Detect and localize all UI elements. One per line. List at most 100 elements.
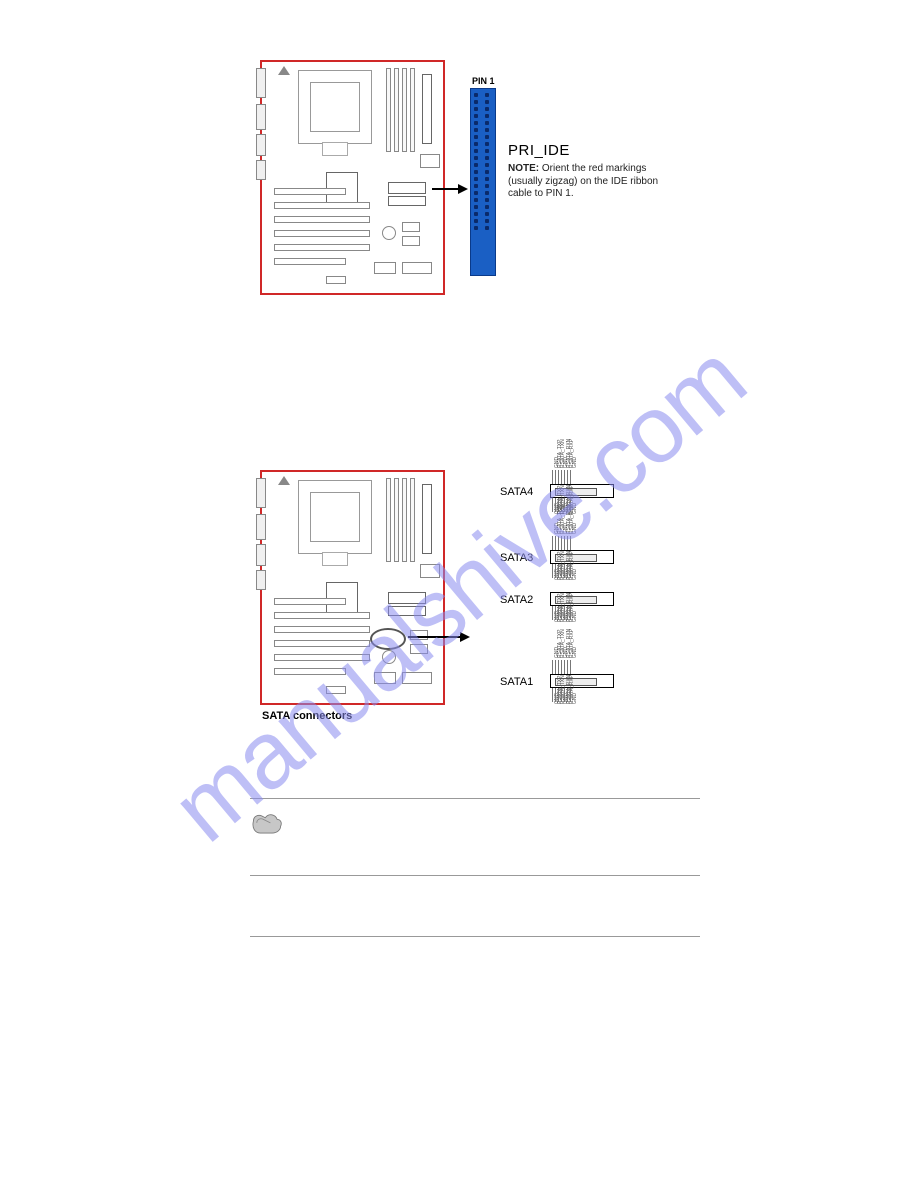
sata-pin-line: GND [570,688,571,702]
cpu-socket [310,82,360,132]
sata-pin-line: GND [561,660,562,674]
ic-chip [420,564,440,578]
ide-pin [485,135,489,139]
note-row [250,799,700,875]
ide-pin [485,205,489,209]
ide-pin [474,205,478,209]
ide-pin [474,170,478,174]
motherboard-outline-2 [260,470,445,705]
sata-pin-line: RSATA_TXP [555,470,556,484]
rear-io-port [256,514,266,540]
divider-line [250,936,700,937]
sata-pin-line: RSATA_RXN [564,470,565,484]
ide-pin [474,184,478,188]
pci-slot [274,230,370,237]
pci-slot [274,188,346,195]
note-spacer [250,876,700,936]
sata-pin-line: GND [561,606,562,620]
dimm-slot [386,478,391,562]
sata-pin-line: RSATA_RXP [567,536,568,550]
sata-pin-line: RSATA_TXN [558,688,559,702]
ide-pin [474,212,478,216]
header [326,276,346,284]
cpu-socket [310,492,360,542]
ide-pin [485,93,489,97]
front-panel-header [402,262,432,274]
motherboard-outline-1 [260,60,445,295]
ide-pin [474,142,478,146]
ide-pin [474,121,478,125]
ide-pin [485,219,489,223]
sata-highlight-oval [370,628,406,650]
ide-pin [485,226,489,230]
sata-pin-line: GND [570,470,571,484]
logo-glyph [278,476,290,485]
ide-pin [485,212,489,216]
ide-pin [485,156,489,160]
header [402,236,420,246]
dimm-slot [402,478,407,562]
callout-arrow [432,188,466,190]
sata-pin-line: RSATA_RXN [564,536,565,550]
sata-pin-line: GND [561,470,562,484]
front-panel-header [402,672,432,684]
pci-slot [274,598,346,605]
sata-pin-line: RSATA_RXN [564,660,565,674]
sata-pin-line: GND [561,536,562,550]
ide-pin [474,219,478,223]
ide-note-text: NOTE: Orient the red markings (usually z… [508,163,678,201]
sata-pin-line: GND [552,470,553,484]
sata-pin-line: GND [552,536,553,550]
ide-pin [485,184,489,188]
ide-header-onboard [388,182,426,194]
ide-connector-name: PRI_IDE [508,142,678,159]
ide-connector-graphic [470,88,496,276]
sata-port-item: SATA2GNDRSATA_TXPRSATA_TXNGNDRSATA_RXNRS… [500,572,640,632]
ide-pin [485,177,489,181]
page-root: manualshive.com [0,0,918,1188]
cpu-latch [322,142,348,156]
sata-port-label: SATA3 [500,552,533,564]
sata-pin-row-bottom: GNDRSATA_TXPRSATA_TXNGNDRSATA_RXNRSATA_R… [552,688,612,706]
ide-pin [485,128,489,132]
sata-pin-line: RSATA_TXP [555,688,556,702]
sata-pin-line: RSATA_TXP [555,660,556,674]
sata-pin-row-top: GNDRSATA_TXPRSATA_TXNGNDRSATA_RXNRSATA_R… [552,532,612,550]
ide-pin [485,100,489,104]
dimm-slot [402,68,407,152]
logo-glyph [278,66,290,75]
board-components-1 [262,62,443,293]
ide-pin [474,149,478,153]
pci-slot [274,244,370,251]
ide-pin [474,114,478,118]
header [410,630,428,640]
sata-pin-line: GND [570,660,571,674]
pci-slot [274,202,370,209]
sata-port-label: SATA2 [500,594,533,606]
ide-pin [485,170,489,174]
header [410,644,428,654]
ide-pin-grid [474,93,492,271]
sata-caption: SATA connectors [262,710,352,722]
sata-pin-signal: GND [572,693,578,704]
sata-pin-line: GND [552,660,553,674]
sata-pin-line: RSATA_TXP [555,536,556,550]
ide-pin [485,121,489,125]
ide-pin [485,163,489,167]
sata-pin-line: RSATA_TXP [555,606,556,620]
notes-section [250,798,700,937]
sata-pin-line: RSATA_TXN [558,536,559,550]
header [326,686,346,694]
sata-pin-row-top: GNDRSATA_TXPRSATA_TXNGNDRSATA_RXNRSATA_R… [552,466,612,484]
callout-arrow [408,636,468,638]
dimm-slot [394,68,399,152]
pci-slot [274,626,370,633]
battery [382,650,396,664]
ide-pin [474,226,478,230]
ide-pin [474,128,478,132]
rear-io-port [256,68,266,98]
atx-power-connector [422,484,432,554]
ide-pin [485,107,489,111]
header [402,222,420,232]
ide-pin [474,107,478,111]
